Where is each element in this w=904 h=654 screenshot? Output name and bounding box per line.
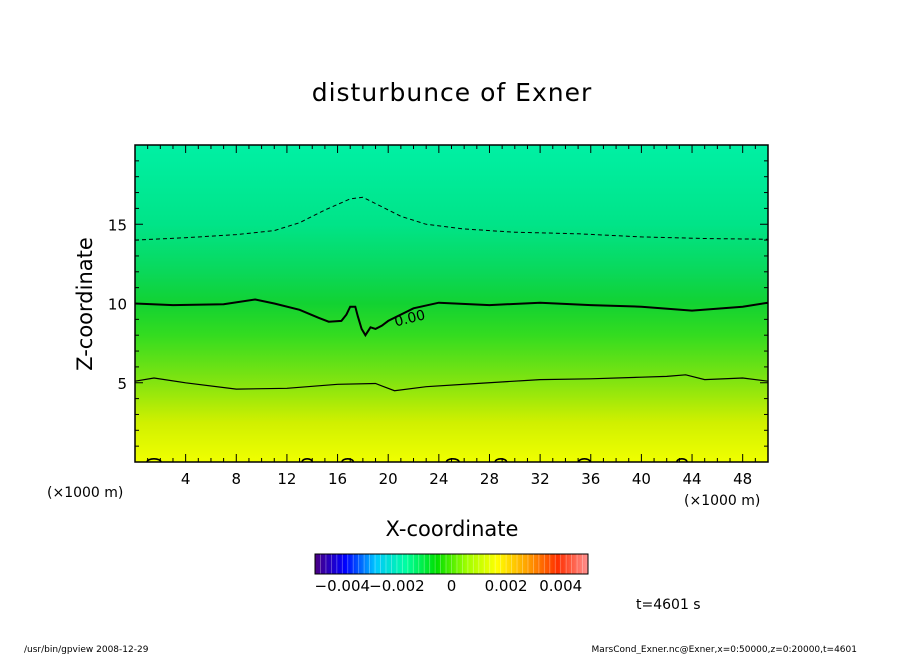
x-tick-labels: 4 8 12 16 20 24 28 32 36 40 44 48 (181, 470, 752, 488)
x-tick-label: 28 (480, 470, 499, 488)
program-label: /usr/bin/gpview 2008-12-29 (24, 645, 149, 654)
colorbar-gradient (315, 554, 588, 574)
y-tick-label: 15 (108, 216, 127, 234)
x-tick-label: 48 (733, 470, 752, 488)
contour-positive (135, 374, 768, 392)
x-tick-label: 32 (531, 470, 550, 488)
x-tick-label: 40 (632, 470, 651, 488)
colorbar-tick-label: −0.004 (315, 577, 371, 595)
source-label: MarsCond_Exner.nc@Exner,x=0:50000,z=0:20… (592, 645, 857, 654)
chart-title: disturbunce of Exner (312, 78, 593, 107)
time-label: t=4601 s (636, 597, 701, 613)
y-tick-labels: 5 10 15 (108, 216, 127, 393)
contour-value-label: 0.00 (393, 307, 427, 330)
x-unit-label-left: (×1000 m) (47, 485, 123, 501)
colorbar: −0.004 −0.002 0 0.002 0.004 (314, 553, 589, 595)
x-tick-label: 16 (328, 470, 347, 488)
colorbar-stripes (320, 554, 583, 574)
x-unit-label-right: (×1000 m) (684, 493, 760, 509)
colorbar-tick-label: 0.002 (485, 577, 528, 595)
x-tick-label: 8 (232, 470, 242, 488)
x-tick-label: 4 (181, 470, 191, 488)
colorbar-tick-label: 0.004 (539, 577, 582, 595)
x-axis-title: X-coordinate (386, 517, 519, 541)
y-axis-title: Z-coordinate (73, 237, 97, 371)
x-tick-label: 24 (429, 470, 448, 488)
y-tick-label: 5 (117, 375, 127, 393)
colorbar-tick-labels: −0.004 −0.002 0 0.002 0.004 (315, 577, 583, 595)
x-tick-label: 12 (277, 470, 296, 488)
y-tick-label: 10 (108, 296, 127, 314)
colorbar-frame (314, 553, 589, 575)
x-tick-label: 36 (581, 470, 600, 488)
colorbar-tick-label: 0 (447, 577, 457, 595)
y-tick-marks (135, 160, 768, 447)
contour-negative (135, 196, 768, 241)
colorbar-tick-label: −0.002 (369, 577, 425, 595)
x-tick-label: 44 (682, 470, 701, 488)
x-tick-label: 20 (379, 470, 398, 488)
contour-zero (135, 298, 768, 338)
x-tick-marks (147, 145, 756, 462)
plot-area: 0.00 (134, 144, 769, 463)
